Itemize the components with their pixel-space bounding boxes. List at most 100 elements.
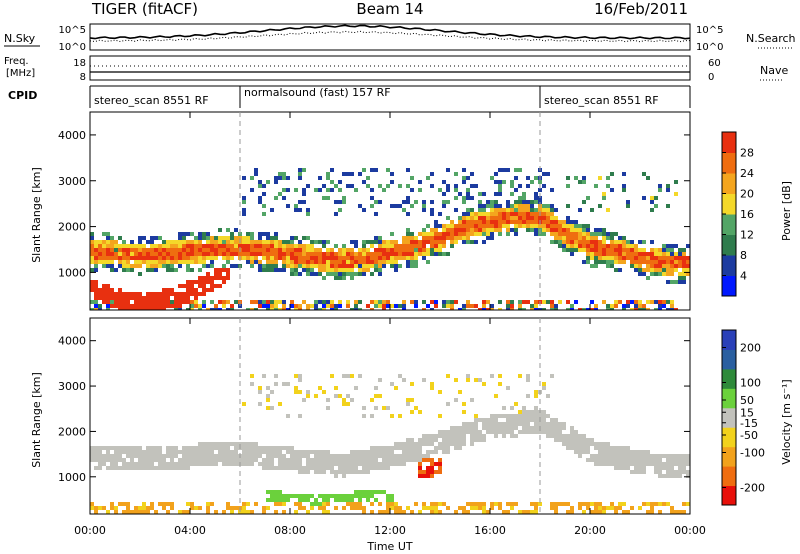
power-cell <box>114 248 118 252</box>
velocity-cell <box>462 430 466 434</box>
power-cell <box>290 244 294 248</box>
velocity-cell <box>430 510 434 514</box>
velocity-cell <box>322 466 326 470</box>
velocity-cell <box>458 426 462 430</box>
velocity-cell <box>650 510 654 514</box>
power-cell <box>238 252 242 256</box>
velocity-cell <box>246 502 250 506</box>
velocity-cell <box>286 466 290 470</box>
velocity-cell <box>558 422 562 426</box>
velocity-cell <box>246 446 250 450</box>
power-cell <box>166 268 170 272</box>
velocity-cell <box>686 502 690 506</box>
velocity-cell <box>430 506 434 510</box>
velocity-cell <box>294 510 298 514</box>
power-cell <box>298 308 302 310</box>
power-cell <box>122 240 126 244</box>
velocity-cell <box>454 438 458 442</box>
velocity-cell <box>386 498 390 502</box>
power-cell <box>494 224 498 228</box>
power-cell <box>266 304 270 308</box>
velocity-cell <box>638 458 642 462</box>
velocity-cell <box>598 450 602 454</box>
power-cell <box>670 280 674 284</box>
velocity-cell <box>442 450 446 454</box>
velocity-cell <box>526 418 530 422</box>
power-cell <box>542 216 546 220</box>
velocity-cell <box>590 442 594 446</box>
power-cell <box>298 168 302 172</box>
power-cell <box>610 244 614 248</box>
power-cell <box>182 236 186 240</box>
power-cell <box>618 268 622 272</box>
velocity-cell <box>366 466 370 470</box>
power-cell <box>602 248 606 252</box>
power-cell <box>662 260 666 264</box>
velocity-cell <box>122 446 126 450</box>
velocity-cell <box>602 446 606 450</box>
velocity-cell <box>686 454 690 458</box>
velocity-cell <box>366 458 370 462</box>
velocity-cell <box>162 502 166 506</box>
velocity-cell <box>142 450 146 454</box>
velocity-cell <box>622 458 626 462</box>
velocity-cell <box>574 442 578 446</box>
velocity-cell <box>326 458 330 462</box>
power-cell <box>118 308 122 310</box>
power-cell <box>294 272 298 276</box>
velocity-cell <box>626 446 630 450</box>
velocity-cell <box>682 510 686 514</box>
velocity-cell <box>430 462 434 466</box>
velocity-cell <box>270 490 274 494</box>
power-cell <box>114 300 118 304</box>
velocity-cell <box>306 450 310 454</box>
power-cell <box>162 256 166 260</box>
velocity-cell <box>246 442 250 446</box>
power-cell <box>294 244 298 248</box>
power-cell <box>382 188 386 192</box>
power-cell <box>678 272 682 276</box>
power-cell <box>598 248 602 252</box>
power-cell <box>194 304 198 308</box>
power-cell <box>306 304 310 308</box>
power-cell <box>174 252 178 256</box>
power-cell <box>650 196 654 200</box>
power-cell <box>134 292 138 296</box>
power-cell <box>606 308 610 310</box>
power-cell <box>446 232 450 236</box>
velocity-cell <box>602 458 606 462</box>
power-cell <box>498 204 502 208</box>
power-cell <box>206 232 210 236</box>
power-cell <box>134 244 138 248</box>
power-cell <box>490 216 494 220</box>
velocity-cell <box>394 454 398 458</box>
velocity-cell <box>378 394 382 398</box>
power-cell <box>314 260 318 264</box>
velocity-cell <box>206 462 210 466</box>
power-cell <box>390 304 394 308</box>
power-cell <box>674 268 678 272</box>
velocity-cell <box>110 466 114 470</box>
power-cell <box>478 224 482 228</box>
power-cell <box>386 248 390 252</box>
power-cell <box>110 236 114 240</box>
power-cell <box>590 240 594 244</box>
velocity-cell <box>490 426 494 430</box>
power-cell <box>214 284 218 288</box>
velocity-cell <box>226 454 230 458</box>
velocity-cell <box>350 458 354 462</box>
power-cell <box>342 244 346 248</box>
velocity-cell <box>474 434 478 438</box>
power-cell <box>322 276 326 280</box>
velocity-cell <box>562 438 566 442</box>
velocity-cell <box>462 426 466 430</box>
power-cell <box>146 240 150 244</box>
power-cell <box>130 256 134 260</box>
power-cell <box>266 240 270 244</box>
velocity-cell <box>190 450 194 454</box>
power-cell <box>314 256 318 260</box>
power-cell <box>234 252 238 256</box>
velocity-cell <box>334 498 338 502</box>
power-cell <box>526 224 530 228</box>
velocity-cell <box>174 446 178 450</box>
